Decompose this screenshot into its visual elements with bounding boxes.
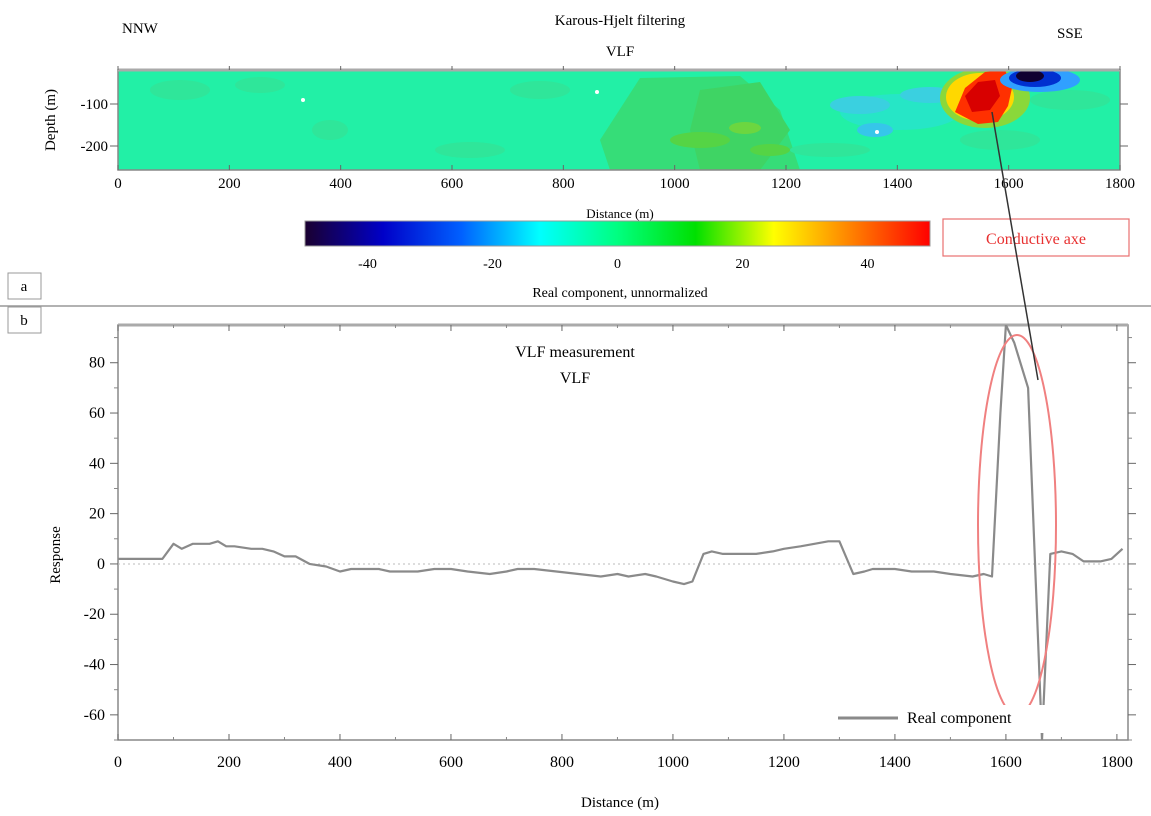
top-x-tick-label: 0 — [114, 176, 122, 192]
top-left-direction: NNW — [122, 21, 159, 37]
conductive-anomaly-ellipse — [977, 334, 1057, 716]
section-speck — [875, 130, 879, 134]
top-panel-title: Karous-Hjelt filtering — [555, 13, 686, 29]
section-speck — [595, 90, 599, 94]
section-patch — [790, 143, 870, 157]
x-tick-label: 200 — [217, 754, 241, 771]
top-panel-subtitle: VLF — [606, 44, 634, 60]
bottom-x-axis-label: Distance (m) — [581, 795, 659, 811]
panel-label-b-box — [7, 306, 42, 334]
x-tick-label: 1400 — [879, 754, 911, 771]
x-tick-label: 1800 — [1101, 754, 1133, 771]
colorbar-tick-label: 20 — [736, 257, 750, 272]
series-line-real-component — [118, 325, 1124, 740]
colorbar-tick-label: 40 — [861, 257, 875, 272]
top-x-tick-label: 1800 — [1105, 176, 1135, 192]
panel-label-b: b — [20, 313, 28, 329]
bottom-plot-frame — [117, 324, 1129, 741]
colorbar-tick-label: -40 — [358, 257, 377, 272]
negative-anomaly-core — [1016, 70, 1044, 82]
top-y-axis-label: Depth (m) — [43, 89, 59, 151]
x-tick-label: 1200 — [768, 754, 800, 771]
panel-label-a: a — [21, 279, 28, 295]
section-patch — [729, 122, 761, 134]
section-speck — [301, 98, 305, 102]
legend-label: Real component — [907, 710, 1012, 727]
chart-title: VLF measurement — [515, 344, 635, 361]
x-tick-label: 400 — [328, 754, 352, 771]
x-tick-label: 1000 — [657, 754, 689, 771]
y-tick-label: 40 — [89, 455, 105, 472]
x-tick-label: 800 — [550, 754, 574, 771]
x-tick-label: 600 — [439, 754, 463, 771]
depth-section — [118, 70, 1120, 170]
conductor-core — [965, 80, 1000, 112]
section-patch — [1030, 90, 1110, 110]
top-right-direction: SSE — [1057, 26, 1083, 42]
chart-subtitle: VLF — [560, 370, 590, 387]
section-patch — [235, 77, 285, 93]
y-tick-label: -20 — [84, 606, 105, 623]
top-x-tick-label: 1600 — [994, 176, 1024, 192]
section-patch — [750, 144, 790, 156]
y-tick-label: 80 — [89, 355, 105, 372]
bottom-y-axis-label: Response — [48, 526, 64, 584]
top-x-tick-label: 1000 — [660, 176, 690, 192]
top-x-tick-label: 1400 — [882, 176, 912, 192]
colorbar — [304, 220, 931, 247]
bottom-series — [118, 325, 1124, 740]
colorbar-ticks: -40 -20 0 20 40 — [358, 257, 874, 272]
annotation-label: Conductive axe — [986, 231, 1086, 248]
top-y-tick-label: -200 — [81, 139, 109, 155]
colorbar-tick-label: 0 — [614, 257, 621, 272]
y-tick-label: -60 — [84, 707, 105, 724]
y-tick-label: -40 — [84, 657, 105, 674]
y-tick-label: 20 — [89, 506, 105, 523]
x-tick-label: 0 — [114, 754, 122, 771]
top-x-tick-label: 1200 — [771, 176, 801, 192]
section-patch — [312, 120, 348, 140]
section-patch — [830, 96, 890, 114]
top-y-tick-label: -100 — [81, 97, 109, 113]
section-patch — [510, 81, 570, 99]
panel-label-a-box — [7, 272, 42, 300]
top-x-tick-label: 800 — [552, 176, 575, 192]
x-tick-label: 1600 — [990, 754, 1022, 771]
section-patch — [435, 142, 505, 158]
section-patch — [960, 130, 1040, 150]
annotation-box — [942, 218, 1130, 257]
colorbar-tick-label: -20 — [483, 257, 502, 272]
top-x-axis-label: Distance (m) — [586, 206, 654, 221]
section-patch — [670, 132, 730, 148]
top-x-tick-label: 200 — [218, 176, 241, 192]
bottom-axes: 0 200 400 600 800 1000 1200 1400 1600 1800-60-40-… — [84, 325, 1136, 771]
y-tick-label: 60 — [89, 405, 105, 422]
section-patch — [150, 80, 210, 100]
top-axes: 0 200 400 600 800 1000 1200 1400 1600 1800 -100 -20… — [81, 66, 1135, 192]
section-patch — [857, 123, 893, 137]
top-x-tick-label: 400 — [329, 176, 352, 192]
annotation-leader-line — [991, 111, 1039, 381]
y-tick-label: 0 — [97, 556, 105, 573]
top-x-tick-label: 600 — [441, 176, 464, 192]
colorbar-label: Real component, unnormalized — [532, 286, 707, 301]
